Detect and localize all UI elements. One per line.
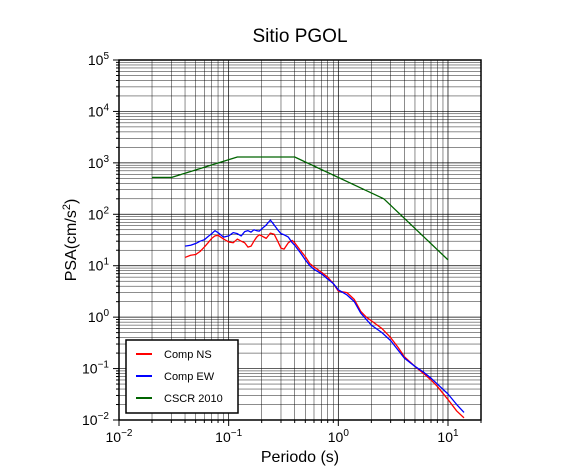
x-tick-label-base: 10 <box>215 429 231 445</box>
y-tick-label-base: 10 <box>88 258 104 274</box>
series-line-comp-ns <box>184 232 465 419</box>
x-tick-label-base: 10 <box>328 429 344 445</box>
y-tick-label: 10−1 <box>82 360 109 377</box>
plot-area <box>152 156 465 419</box>
x-tick-label-exp: −1 <box>231 428 243 439</box>
x-tick-label: 100 <box>328 428 350 445</box>
y-tick-label-base: 10 <box>88 206 104 222</box>
y-tick-label-exp: −2 <box>98 411 110 422</box>
y-axis-label: PSA(cm/s2) <box>61 199 80 282</box>
y-tick-label-exp: −1 <box>98 360 110 371</box>
x-tick-label: 101 <box>437 428 459 445</box>
y-tick-label-exp: 4 <box>103 102 109 113</box>
y-tick-label-exp: 1 <box>103 257 109 268</box>
y-tick-label: 10−2 <box>82 411 109 428</box>
y-tick-label-exp: 3 <box>103 154 109 165</box>
chart-title: Sitio PGOL <box>252 26 347 47</box>
legend: Comp NS Comp EW CSCR 2010 <box>125 339 239 414</box>
x-tick-label-exp: 1 <box>453 428 459 439</box>
plot-frame <box>118 59 482 421</box>
y-tick-label: 100 <box>88 308 110 325</box>
legend-label: Comp NS <box>164 349 212 361</box>
y-axis-label-suffix: ) <box>63 199 80 204</box>
y-tick-label-exp: 5 <box>103 51 109 62</box>
y-tick-label: 101 <box>88 257 110 274</box>
x-axis-label: Periodo (s) <box>261 449 339 466</box>
y-tick-label-base: 10 <box>88 155 104 171</box>
series-line-comp-ew <box>184 219 465 413</box>
y-tick-label: 103 <box>88 154 110 171</box>
y-tick-label-base: 10 <box>82 412 98 428</box>
x-tick-label-base: 10 <box>437 429 453 445</box>
x-tick-label: 10−1 <box>215 428 242 445</box>
y-tick-label-exp: 2 <box>103 205 109 216</box>
legend-label: CSCR 2010 <box>164 393 223 405</box>
y-tick-label: 102 <box>88 205 110 222</box>
y-tick-label: 104 <box>88 102 110 119</box>
y-tick-label: 105 <box>88 51 110 68</box>
x-tick-label-base: 10 <box>106 429 122 445</box>
y-axis-label-prefix: PSA(cm/s <box>63 210 80 281</box>
x-tick-label: 10−2 <box>106 428 133 445</box>
y-tick-label-exp: 0 <box>103 308 109 319</box>
x-tick-label-exp: −2 <box>121 428 133 439</box>
y-tick-label-base: 10 <box>82 361 98 377</box>
series-line-cscr-2010 <box>152 156 449 261</box>
y-tick-label-base: 10 <box>88 103 104 119</box>
y-axis-label-sup: 2 <box>61 204 73 210</box>
y-tick-label-base: 10 <box>88 52 104 68</box>
x-tick-label-exp: 0 <box>343 428 349 439</box>
legend-label: Comp EW <box>164 371 215 383</box>
y-tick-label-base: 10 <box>88 309 104 325</box>
